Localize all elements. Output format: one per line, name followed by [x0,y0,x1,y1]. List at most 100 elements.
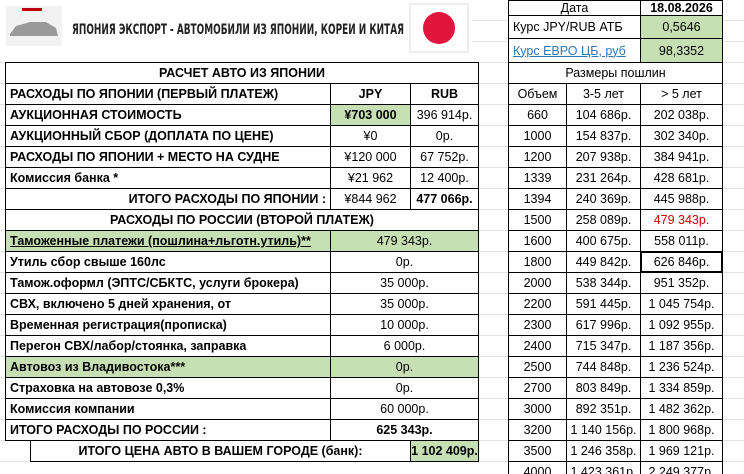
rub-value: 625 343р. [330,419,479,441]
row-label: Комиссия банка * [5,167,331,189]
duty-over-5: 1 334 859р. [640,377,723,399]
column-header: РАСХОДЫ ПО ЯПОНИИ (ПЕРВЫЙ ПЛАТЕЖ) [5,83,331,105]
duty-3-5: 231 264р. [566,167,641,189]
rub-value: 12 400р. [410,167,479,189]
engine-volume: 1600 [508,230,567,252]
duty-over-5: 384 941р. [640,146,723,168]
duty-over-5: 626 846р. [640,251,723,273]
grand-total-label: ИТОГО ЦЕНА АВТО В ВАШЕМ ГОРОДЕ (банк): [30,440,411,462]
duty-3-5: 154 837р. [566,125,641,147]
grand-total-value: 1 102 409р. [410,440,479,462]
engine-volume: 3000 [508,398,567,420]
banner: ЯПОНИЯ ЭКСПОРТ - АВТОМОБИЛИ ИЗ ЯПОНИИ, К… [0,0,472,56]
engine-volume: 2200 [508,293,567,315]
engine-volume: 4000 [508,461,567,474]
section-title: Размеры пошлин [508,62,723,84]
rub-value: 477 066р. [410,188,479,210]
engine-volume: 1800 [508,251,567,273]
banner-title: ЯПОНИЯ ЭКСПОРТ - АВТОМОБИЛИ ИЗ ЯПОНИИ, К… [72,22,404,38]
rub-value: 60 000р. [330,398,479,420]
row-label: Утиль сбор свыше 160лс [5,251,331,273]
duty-over-5: 2 249 377р. [640,461,723,474]
duty-over-5: 428 681р. [640,167,723,189]
rub-value: 67 752р. [410,146,479,168]
engine-volume: 3500 [508,440,567,462]
flag-sun [423,12,455,44]
total-label: ИТОГО РАСХОДЫ ПО РОССИИ : [5,419,331,441]
engine-volume: 1339 [508,167,567,189]
jpy-value: ¥21 962 [330,167,411,189]
label: Дата [508,0,641,16]
duty-3-5: 449 842р. [566,251,641,273]
column-header: Объем [508,83,567,105]
duty-3-5: 104 686р. [566,104,641,126]
duty-over-5: 558 011р. [640,230,723,252]
engine-volume: 2700 [508,377,567,399]
jpy-value: ¥844 962 [330,188,411,210]
section-title: РАСЧЕТ АВТО ИЗ ЯПОНИИ [5,62,479,84]
rub-value: 0р. [410,125,479,147]
jpy-value: ¥0 [330,125,411,147]
column-header: JPY [330,83,411,105]
row-label: Комиссия компании [5,398,331,420]
rub-value: 0р. [330,251,479,273]
duty-over-5: 1 482 362р. [640,398,723,420]
engine-volume: 3200 [508,419,567,441]
rub-value: 10 000р. [330,314,479,336]
duty-over-5: 1 045 754р. [640,293,723,315]
duty-over-5: 951 352р. [640,272,723,294]
duty-3-5: 207 938р. [566,146,641,168]
duty-3-5: 400 675р. [566,230,641,252]
jpy-value: ¥120 000 [330,146,411,168]
engine-volume: 1394 [508,188,567,210]
duty-3-5: 892 351р. [566,398,641,420]
rub-value: 0р. [330,377,479,399]
row-label: АУКЦИОННАЯ СТОИМОСТЬ [5,104,331,126]
duty-over-5: 1 187 356р. [640,335,723,357]
duty-3-5: 803 849р. [566,377,641,399]
duty-3-5: 715 347р. [566,335,641,357]
duty-3-5: 1 140 156р. [566,419,641,441]
duty-3-5: 617 996р. [566,314,641,336]
logo-car [10,22,58,36]
column-header: RUB [410,83,479,105]
engine-volume: 2400 [508,335,567,357]
duty-over-5: 202 038р. [640,104,723,126]
engine-volume: 2000 [508,272,567,294]
duty-3-5: 538 344р. [566,272,641,294]
row-label: Страховка на автовозе 0,3% [5,377,331,399]
duty-over-5: 1 092 955р. [640,314,723,336]
engine-volume: 2500 [508,356,567,378]
rate: 98,3352 [640,38,723,63]
duty-3-5: 258 089р. [566,209,641,231]
section-title: РАСХОДЫ ПО РОССИИ (ВТОРОЙ ПЛАТЕЖ) [5,209,479,231]
rub-value: 0р. [330,356,479,378]
row-label: Таможенные платежи (пошлина+льготн.утиль… [5,230,331,252]
engine-volume: 2300 [508,314,567,336]
row-label: СВХ, включено 5 дней хранения, от [5,293,331,315]
rub-value: 479 343р. [330,230,479,252]
duty-3-5: 744 848р. [566,356,641,378]
duty-3-5: 240 369р. [566,188,641,210]
row-label: АУКЦИОННЫЙ СБОР (ДОПЛАТА ПО ЦЕНЕ) [5,125,331,147]
row-label: Автовоз из Владивостока*** [5,356,331,378]
duty-3-5: 1 423 361р. [566,461,641,474]
engine-volume: 1200 [508,146,567,168]
duty-over-5: 302 340р. [640,125,723,147]
row-label: РАСХОДЫ ПО ЯПОНИИ + МЕСТО НА СУДНЕ [5,146,331,168]
engine-volume: 1500 [508,209,567,231]
column-header: > 5 лет [640,83,723,105]
jpy-value: ¥703 000 [330,104,411,126]
date: 18.08.2026 [640,0,723,16]
duty-over-5: 1 800 968р. [640,419,723,441]
rub-value: 6 000р. [330,335,479,357]
label: Курс ЕВРО ЦБ, руб [508,38,641,63]
duty-3-5: 1 246 358р. [566,440,641,462]
duty-over-5: 445 988р. [640,188,723,210]
duty-over-5: 479 343р. [640,209,723,231]
duty-3-5: 591 445р. [566,293,641,315]
rub-value: 35 000р. [330,272,479,294]
rate: 0,5646 [640,15,723,39]
duty-over-5: 1 969 121р. [640,440,723,462]
